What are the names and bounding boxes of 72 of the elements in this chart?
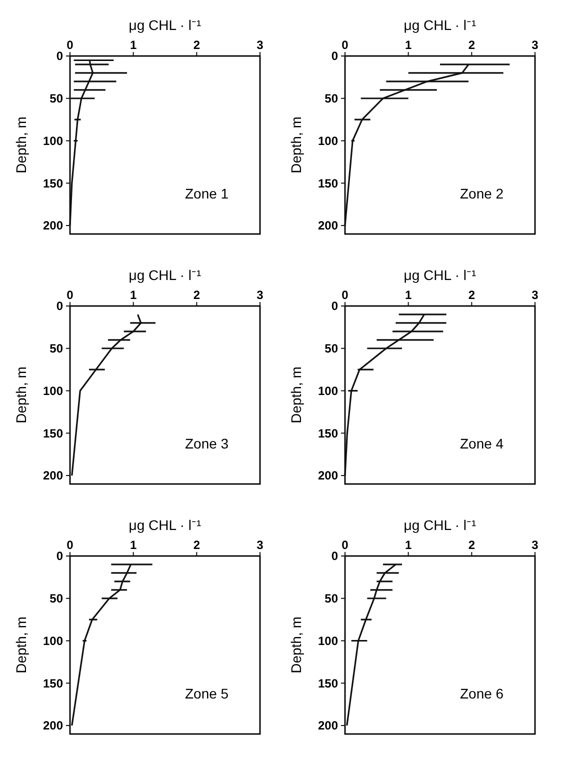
y-tick-label: 50 xyxy=(324,92,338,106)
y-tick-label: 0 xyxy=(56,549,64,564)
x-tick-label: 1 xyxy=(130,38,137,52)
x-tick-label: 2 xyxy=(468,38,476,52)
y-tick-label: 50 xyxy=(324,592,338,606)
x-tick-label: 3 xyxy=(532,38,539,52)
y-tick-label: 50 xyxy=(324,342,338,356)
y-tick-label: 0 xyxy=(56,299,64,314)
y-tick-label: 150 xyxy=(318,176,338,190)
y-tick-label: 200 xyxy=(318,218,338,233)
annotation: Zone 4 xyxy=(460,435,504,452)
x-tick-label: 0 xyxy=(342,288,349,302)
y-tick-label: 100 xyxy=(318,634,338,648)
x-tick-label: 0 xyxy=(66,38,74,52)
y-axis-title: Depth, m xyxy=(288,366,304,424)
y-tick-label: 200 xyxy=(42,718,64,733)
x-tick-label: 3 xyxy=(532,538,539,552)
annotation: Zone 6 xyxy=(460,685,504,702)
y-axis-title: Depth, m xyxy=(13,616,29,674)
x-tick-label: 3 xyxy=(256,288,264,302)
y-tick-label: 50 xyxy=(50,342,64,356)
y-axis-title: Depth, m xyxy=(13,366,29,424)
x-axis-title: μg CHL · l⁻¹ xyxy=(404,17,477,33)
y-tick-label: 150 xyxy=(318,426,338,440)
y-tick-label: 150 xyxy=(318,676,338,690)
y-tick-label: 200 xyxy=(318,468,338,483)
x-tick-label: 2 xyxy=(468,538,476,552)
x-tick-label: 3 xyxy=(256,538,264,552)
y-tick-label: 0 xyxy=(331,549,338,564)
y-tick-label: 0 xyxy=(56,49,64,64)
x-tick-label: 2 xyxy=(468,288,476,302)
x-tick-label: 3 xyxy=(532,288,539,302)
y-tick-label: 100 xyxy=(318,384,338,398)
y-tick-label: 100 xyxy=(42,634,64,648)
x-axis-title: μg CHL · l⁻¹ xyxy=(128,517,202,533)
x-tick-label: 1 xyxy=(130,288,137,302)
annotation: Zone 1 xyxy=(185,185,229,202)
y-tick-label: 50 xyxy=(50,92,64,106)
x-tick-label: 1 xyxy=(404,538,412,552)
x-tick-label: 0 xyxy=(342,38,349,52)
annotation: Zone 3 xyxy=(185,435,229,452)
y-tick-label: 150 xyxy=(42,676,64,690)
x-tick-label: 1 xyxy=(130,538,137,552)
x-tick-label: 2 xyxy=(193,288,200,302)
y-tick-label: 200 xyxy=(42,468,64,483)
y-tick-label: 50 xyxy=(50,592,64,606)
y-tick-label: 200 xyxy=(42,218,64,233)
x-axis-title: μg CHL · l⁻¹ xyxy=(404,517,477,533)
x-axis-title: μg CHL · l⁻¹ xyxy=(128,17,202,33)
y-tick-label: 150 xyxy=(42,426,64,440)
y-tick-label: 200 xyxy=(318,718,338,733)
y-axis-title: Depth, m xyxy=(288,616,304,674)
x-tick-label: 2 xyxy=(193,38,200,52)
y-tick-label: 100 xyxy=(42,134,64,148)
x-tick-label: 0 xyxy=(66,288,74,302)
y-tick-label: 150 xyxy=(42,176,64,190)
x-tick-label: 1 xyxy=(404,288,412,302)
y-tick-label: 0 xyxy=(331,299,338,314)
y-axis-title: Depth, m xyxy=(288,116,304,174)
y-tick-label: 0 xyxy=(331,49,338,64)
x-tick-label: 2 xyxy=(193,538,200,552)
y-axis-title: Depth, m xyxy=(13,116,29,174)
y-tick-label: 100 xyxy=(318,134,338,148)
x-tick-label: 1 xyxy=(404,38,412,52)
y-tick-label: 100 xyxy=(42,384,64,398)
annotation: Zone 5 xyxy=(185,685,229,702)
annotation: Zone 2 xyxy=(460,185,504,202)
x-tick-label: 3 xyxy=(256,38,264,52)
x-tick-label: 0 xyxy=(342,538,349,552)
x-axis-title: μg CHL · l⁻¹ xyxy=(128,267,202,283)
x-axis-title: μg CHL · l⁻¹ xyxy=(404,267,477,283)
x-tick-label: 0 xyxy=(66,538,74,552)
